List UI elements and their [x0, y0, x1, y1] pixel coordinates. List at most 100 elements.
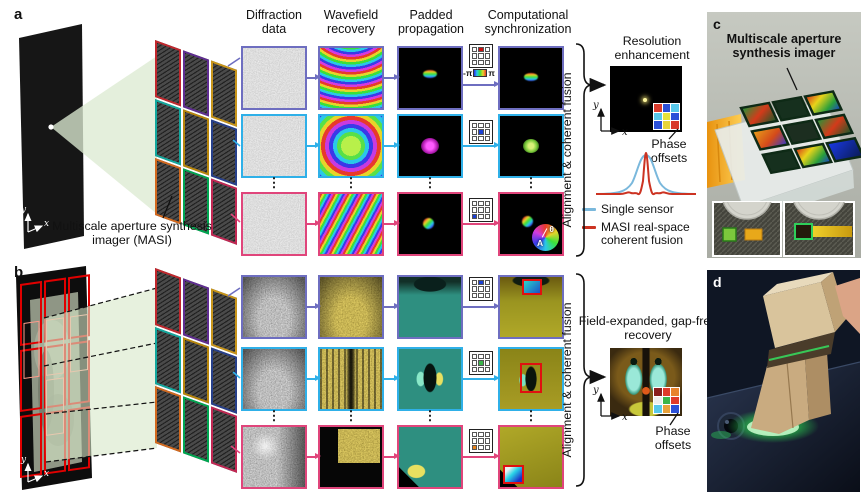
panel-b-label: b — [14, 264, 24, 281]
axis-y-label: y — [592, 100, 599, 111]
flow-arrow — [307, 303, 321, 310]
phone-surface — [707, 362, 860, 492]
flow-arrow — [384, 303, 400, 310]
diffraction-tile — [241, 46, 307, 110]
flow-arrow — [384, 142, 400, 149]
output-title-b: Field-expanded, gap-free recovery — [578, 314, 718, 343]
caption-pointer — [786, 67, 798, 91]
sensor-array-b — [155, 268, 239, 474]
column-header: Computational synchronization — [484, 8, 572, 36]
flow-arrow — [307, 220, 321, 227]
panel-c-caption: Multiscale aperture synthesis imager — [726, 32, 842, 61]
flow-arrow — [384, 453, 400, 460]
wavefield-tile — [318, 275, 384, 339]
green-illumination-glow — [727, 409, 819, 443]
masi-caption: Multiscale aperture synthesis imager (MA… — [52, 219, 212, 248]
legend-item: Single sensor — [582, 203, 692, 216]
ellipsis: ⋮ — [524, 175, 538, 190]
ellipsis: ⋮ — [344, 408, 358, 423]
output-title-a: Resolution enhancement — [614, 34, 690, 63]
wavefield-tile — [318, 347, 384, 411]
sensor-cable — [744, 228, 763, 241]
legend-item: MASI real-space coherent fusion — [582, 219, 692, 247]
fusion-brace-b — [575, 273, 592, 487]
axis-x-label: x — [44, 219, 49, 229]
sync-grid-icon — [469, 198, 493, 222]
phase-offsets-grid — [653, 103, 680, 130]
legend-label: Single sensor — [601, 202, 674, 216]
flow-arrow — [384, 220, 400, 227]
diffraction-tile — [241, 347, 307, 411]
aperture-grid — [20, 274, 90, 478]
fusion-label-b: Alignment & coherent fusion — [560, 302, 574, 458]
wavefield-tile — [318, 46, 384, 110]
ellipsis: ⋮ — [524, 408, 538, 423]
flow-arrow — [307, 74, 321, 81]
green-seam — [768, 345, 830, 361]
wavefield-tile — [318, 192, 384, 256]
colorwheel-theta-label: θ — [549, 224, 554, 234]
flow-arrow — [462, 142, 500, 149]
panel-d-label: d — [713, 274, 722, 290]
flow-arrow — [462, 375, 500, 382]
ellipsis: ⋮ — [423, 175, 437, 190]
legend-label: MASI real-space coherent fusion — [601, 219, 690, 247]
ellipsis: ⋮ — [423, 408, 437, 423]
resolution-enhancement-image — [610, 66, 682, 132]
synchronization-tile — [498, 425, 564, 489]
light-cone — [51, 56, 157, 214]
acrylic-holder — [714, 99, 854, 208]
wooden-imager-housing — [751, 272, 847, 434]
sync-grid-icon — [469, 120, 493, 144]
synchronization-tile: θ A — [498, 192, 564, 256]
point-source — [48, 124, 54, 130]
flow-arrow — [462, 220, 500, 227]
wavefield-tile — [318, 425, 384, 489]
axis-y-label: y — [592, 385, 599, 396]
diffraction-tile — [241, 114, 307, 178]
propagation-tile — [397, 425, 463, 489]
gap-free-recovery-image — [610, 348, 682, 416]
diffraction-tile — [241, 192, 307, 256]
sample-plane: y x — [16, 266, 158, 490]
phone-camera — [717, 412, 745, 440]
inset-photo-left — [712, 201, 782, 257]
axis-y-label: y — [20, 455, 27, 465]
phase-offsets-label-a: Phase offsets — [650, 137, 688, 166]
sync-grid-icon — [469, 277, 493, 301]
propagation-tile — [397, 114, 463, 178]
sync-grid-icon — [469, 351, 493, 375]
column-header: Wavefield recovery — [323, 8, 379, 36]
phase-colorwheel-icon: θ A — [532, 224, 559, 251]
column-header: Padded propagation — [397, 8, 465, 36]
axis-y-label: y — [20, 205, 27, 215]
colorbar-max-label: π — [488, 68, 495, 78]
phase-colorbar: -π π — [463, 68, 495, 78]
flow-arrow — [384, 74, 400, 81]
axis-x-label: x — [44, 469, 49, 479]
flow-arrow — [384, 375, 400, 382]
projection-beam — [44, 288, 157, 462]
inset-photo-right — [783, 201, 855, 257]
panel-c-label: c — [713, 16, 721, 32]
flow-arrow — [307, 453, 321, 460]
sensor-array-a — [155, 40, 239, 246]
sync-grid-icon — [469, 429, 493, 453]
phase-offsets-grid — [653, 387, 680, 414]
panel-a-label: a — [14, 6, 23, 23]
diffraction-tile — [241, 275, 307, 339]
panel-d-photo — [707, 270, 860, 492]
ellipsis: ⋮ — [267, 408, 281, 423]
colorbar-min-label: -π — [463, 68, 473, 78]
legend-swatch — [582, 225, 596, 229]
synchronization-tile — [498, 46, 564, 110]
pinhole-screen: y x — [19, 24, 157, 249]
plot-legend: Single sensor MASI real-space coherent f… — [582, 203, 692, 252]
focal-spot — [643, 98, 647, 102]
sensor-chip-array — [739, 90, 861, 175]
fusion-label-a: Alignment & coherent fusion — [560, 72, 574, 228]
synchronization-tile — [498, 275, 564, 339]
flow-arrow — [462, 453, 500, 460]
wavefield-tile — [318, 114, 384, 178]
